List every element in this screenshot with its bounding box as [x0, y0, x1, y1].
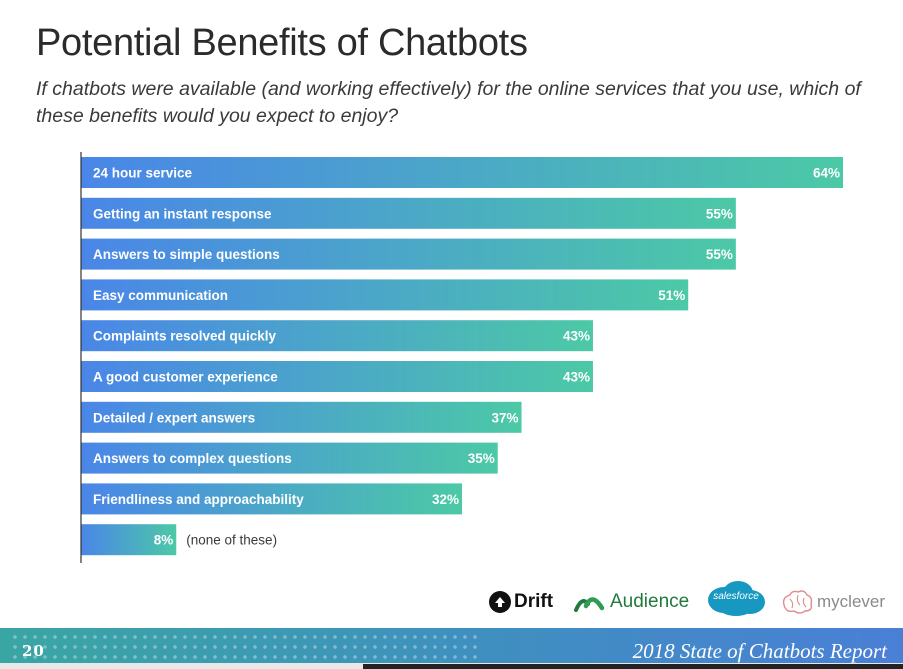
drift-icon [489, 591, 511, 613]
audience-icon [574, 597, 605, 612]
bar-value-label-5: 43% [563, 370, 590, 385]
bar-value-label-9: 8% [154, 533, 174, 548]
bar-6 [81, 401, 522, 433]
footer-dot-pattern [10, 632, 480, 664]
bar-category-label-0: 24 hour service [93, 166, 193, 181]
salesforce-logo: salesforce [704, 576, 768, 620]
bar-category-label-1: Getting an instant response [93, 206, 272, 221]
bar-8 [81, 483, 462, 515]
bar-value-label-6: 37% [492, 410, 519, 425]
bar-4 [81, 320, 593, 352]
bar-value-label-1: 55% [706, 206, 733, 221]
bar-2 [81, 238, 736, 270]
brain-icon [782, 590, 813, 614]
bar-value-label-7: 35% [468, 451, 495, 466]
audience-logo: Audience [574, 582, 689, 622]
bar-3 [81, 279, 689, 311]
bar-category-label-2: Answers to simple questions [93, 247, 280, 262]
drift-logo-text: Drift [514, 591, 554, 612]
audience-logo-text: Audience [610, 591, 690, 612]
page-title: Potential Benefits of Chatbots [36, 22, 528, 64]
bar-9 [81, 524, 177, 556]
report-title: 2018 State of Chatbots Report [632, 639, 887, 663]
bar-category-label-9: (none of these) [186, 533, 277, 548]
salesforce-logo-text: salesforce [713, 591, 759, 602]
bar-0 [81, 157, 843, 188]
bar-1 [81, 197, 736, 229]
bar-category-label-5: A good customer experience [93, 370, 278, 385]
page-number: 20 [22, 642, 45, 660]
bar-value-label-4: 43% [563, 329, 590, 344]
bar-category-label-4: Complaints resolved quickly [93, 329, 277, 344]
bar-chart: 64% 24 hour service 55% Getting an instant … [80, 152, 843, 563]
bar-value-label-0: 64% [813, 166, 840, 181]
bar-category-label-8: Friendliness and approachability [93, 492, 304, 507]
page-subtitle: If chatbots were available (and working … [36, 78, 861, 127]
drift-logo: Drift [488, 582, 553, 622]
bar-category-label-7: Answers to complex questions [93, 451, 292, 466]
bar-value-label-8: 32% [432, 492, 459, 507]
sponsor-logos: Drift Audience salesforce myclever [488, 581, 898, 622]
footer-bar [0, 628, 903, 669]
bar-value-label-3: 51% [658, 288, 685, 303]
bar-value-label-2: 55% [706, 247, 733, 262]
salesforce-cloud-icon [708, 581, 765, 616]
bar-7 [81, 442, 498, 474]
bar-category-label-6: Detailed / expert answers [93, 410, 255, 425]
footer-divider-dark [363, 664, 903, 669]
bar-5 [81, 361, 593, 392]
myclever-logo-text: myclever [817, 592, 886, 611]
myclever-logo: myclever [780, 582, 885, 622]
bar-category-label-3: Easy communication [93, 288, 228, 303]
